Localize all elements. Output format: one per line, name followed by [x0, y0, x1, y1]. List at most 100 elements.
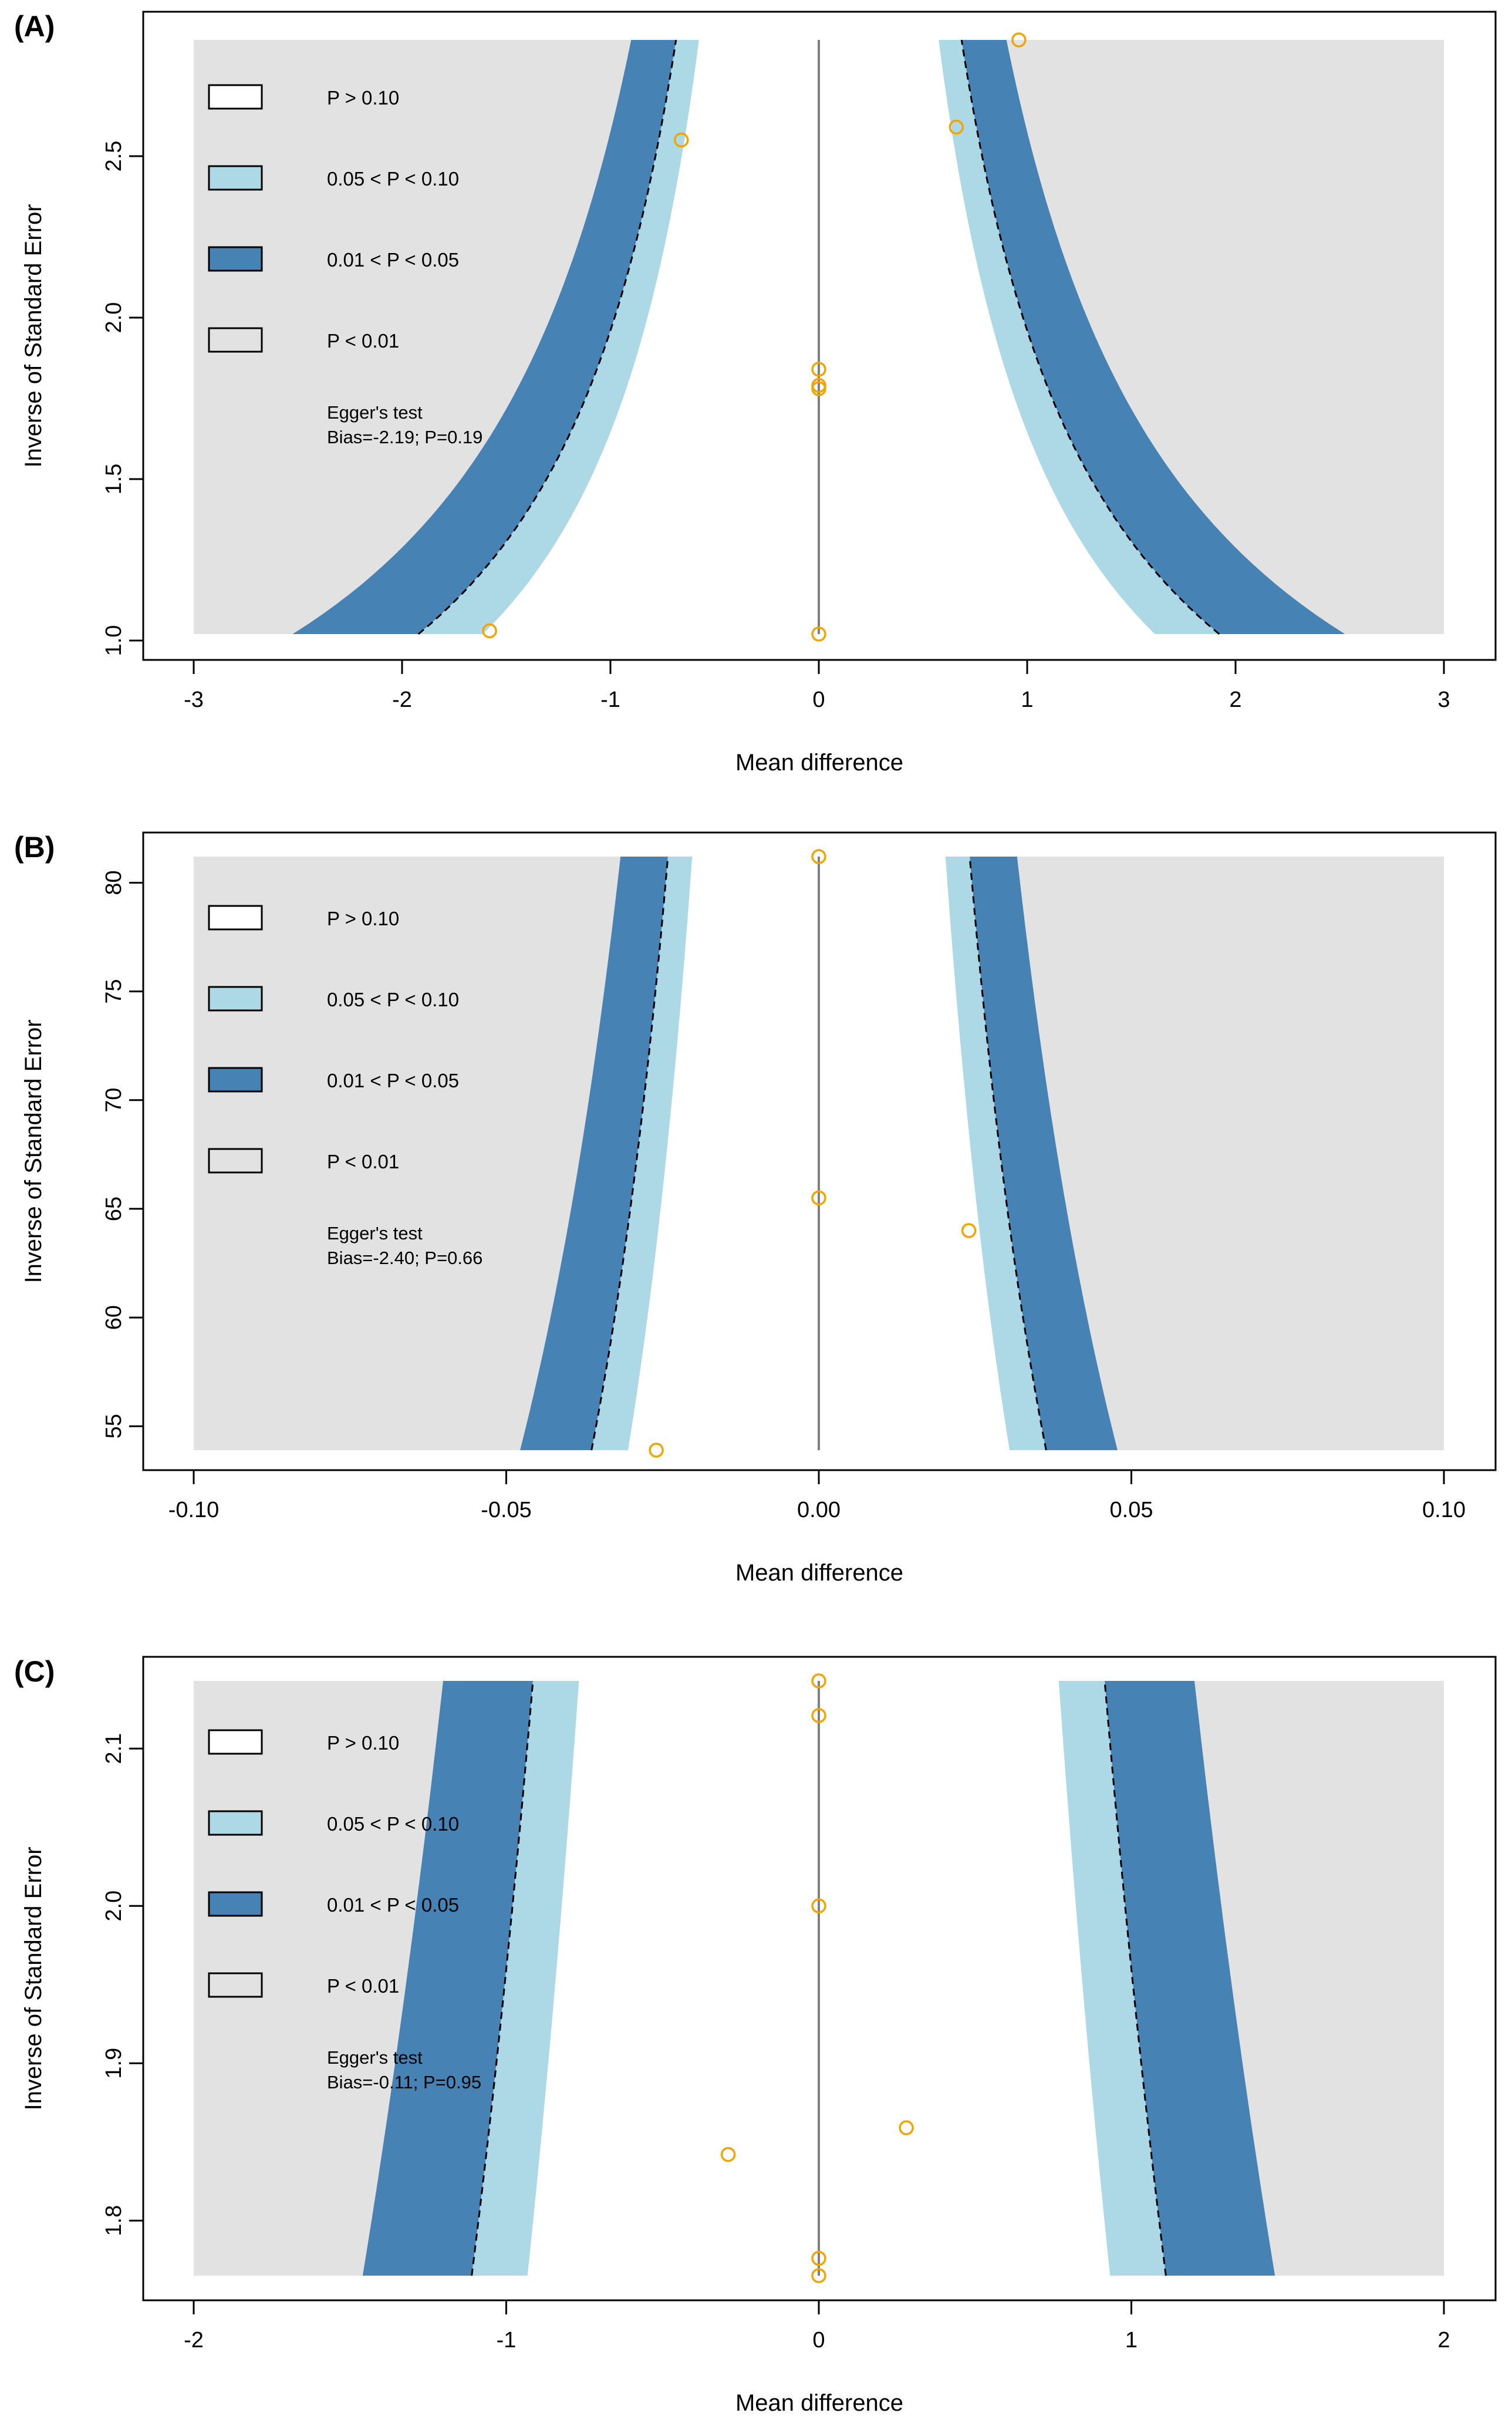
legend-swatch — [208, 1891, 263, 1917]
y-axis-title: Inverse of Standard Error — [21, 1019, 46, 1283]
y-tick-label: 80 — [102, 870, 126, 895]
y-tick-label: 70 — [102, 1088, 126, 1113]
dashed-95-line-left — [590, 856, 669, 1451]
x-tick-label: 0 — [812, 2328, 825, 2353]
legend-swatch — [208, 165, 263, 191]
dashed-95-line-left — [471, 1680, 534, 2276]
study-point — [811, 362, 826, 377]
y-axis-title: Inverse of Standard Error — [21, 1846, 46, 2110]
legend-label: P > 0.10 — [327, 908, 399, 929]
legend-swatch — [208, 327, 263, 353]
dashed-95-line-right — [960, 39, 1220, 635]
study-point — [811, 1190, 826, 1206]
dashed-95-line-left — [417, 39, 677, 635]
y-tick-label: 1.5 — [102, 464, 126, 495]
legend-label: 0.01 < P < 0.05 — [327, 1894, 459, 1916]
x-axis-title: Mean difference — [735, 750, 903, 776]
x-tick-label: -2 — [392, 688, 412, 712]
egger-annotation: Egger's test Bias=-2.19; P=0.19 — [327, 402, 482, 447]
y-tick-label: 1.8 — [102, 2205, 126, 2236]
y-tick-label: 65 — [102, 1197, 126, 1221]
x-tick-label: 0.00 — [797, 1498, 841, 1522]
contour-band-005-010-right — [1058, 1681, 1166, 2276]
contour-band-005-010-right — [945, 857, 1047, 1450]
legend-label: 0.01 < P < 0.05 — [327, 249, 459, 271]
egger-text-line: Egger's test — [327, 402, 423, 423]
legend-label: P > 0.10 — [327, 87, 399, 109]
legend-label: P > 0.10 — [327, 1732, 399, 1754]
legend-label: P < 0.01 — [327, 330, 399, 352]
study-point — [649, 1443, 664, 1458]
legend-swatch — [208, 905, 263, 931]
legend-swatch — [208, 1729, 263, 1755]
egger-text-line: Bias=-0.11; P=0.95 — [327, 2072, 481, 2092]
contour-band-001-005-right — [1105, 1681, 1275, 2276]
x-tick-label: 0.10 — [1422, 1498, 1466, 1522]
legend-swatch — [208, 1972, 263, 1998]
dashed-95-line-right — [968, 856, 1047, 1451]
x-tick-label: 3 — [1437, 688, 1450, 712]
x-tick-label: -0.10 — [168, 1498, 220, 1522]
contour-band-005-010-left — [591, 857, 693, 1450]
legend-label: 0.05 < P < 0.10 — [327, 1813, 459, 1835]
study-point — [811, 381, 826, 396]
y-axis-title: Inverse of Standard Error — [21, 204, 46, 467]
legend-swatch — [208, 1148, 263, 1174]
study-point — [899, 2120, 914, 2135]
panel-label: (C) — [14, 1655, 55, 1688]
study-point — [811, 1673, 826, 1689]
y-tick-label: 2.0 — [102, 302, 126, 333]
y-tick-label: 55 — [102, 1414, 126, 1438]
contour-band-001-005-right — [961, 40, 1345, 634]
study-point — [811, 1898, 826, 1913]
legend-swatch — [208, 1067, 263, 1093]
legend-label: 0.05 < P < 0.10 — [327, 989, 459, 1010]
legend-swatch — [208, 246, 263, 272]
x-tick-label: 1 — [1125, 2328, 1138, 2353]
y-tick-label: 1.0 — [102, 625, 126, 656]
contour-band-001-005-left — [292, 40, 676, 634]
x-tick-label: -2 — [184, 2328, 204, 2353]
x-tick-label: 2 — [1437, 2328, 1450, 2353]
x-tick-label: -3 — [184, 688, 204, 712]
y-tick-label: 75 — [102, 979, 126, 1003]
contour-band-005-010-right — [939, 40, 1220, 634]
legend-label: 0.01 < P < 0.05 — [327, 1070, 459, 1091]
study-point — [949, 119, 964, 135]
contour-band-001-005-right — [970, 857, 1118, 1450]
x-tick-label: 2 — [1229, 688, 1241, 712]
y-tick-label: 2.5 — [102, 141, 126, 172]
x-axis-title: Mean difference — [735, 2390, 903, 2416]
study-point — [482, 623, 497, 639]
panel-a: -3 -2 -1 0 1 2 3 1.0 1.5 2.0 2.5 Mean difference Inv… — [14, 10, 1497, 776]
egger-annotation: Egger's test Bias=-0.11; P=0.95 — [327, 2047, 481, 2092]
legend-label: 0.05 < P < 0.10 — [327, 168, 459, 190]
panel-label: (B) — [14, 831, 55, 864]
legend: P > 0.10 0.05 < P < 0.10 0.01 < P < 0.05 P … — [208, 84, 459, 353]
y-tick-label: 60 — [102, 1305, 126, 1330]
study-point — [720, 2146, 736, 2162]
contour-band-005-010-left — [471, 1681, 579, 2276]
panel-b: -0.10 -0.05 0.00 0.05 0.10 55 60 65 70 75 80 Mean d… — [14, 831, 1497, 1586]
study-point — [1011, 32, 1027, 48]
y-tick-label: 2.0 — [102, 1891, 126, 1922]
dashed-95-line-right — [1103, 1680, 1167, 2276]
x-tick-label: 0 — [812, 688, 825, 712]
study-point — [811, 849, 826, 864]
contour-band-005-010-left — [418, 40, 699, 634]
study-point — [811, 1708, 826, 1723]
study-point — [673, 132, 689, 148]
legend: P > 0.10 0.05 < P < 0.10 0.01 < P < 0.05 P … — [208, 905, 459, 1174]
x-tick-label: 0.05 — [1110, 1498, 1153, 1522]
x-axis-title: Mean difference — [735, 1560, 903, 1586]
study-point — [811, 2250, 826, 2266]
egger-annotation: Egger's test Bias=-2.40; P=0.66 — [327, 1223, 482, 1268]
y-tick-label: 2.1 — [102, 1733, 126, 1764]
legend-swatch — [208, 1810, 263, 1836]
y-tick-label: 1.9 — [102, 2048, 126, 2079]
panel-label: (A) — [14, 10, 55, 43]
legend-label: P < 0.01 — [327, 1151, 399, 1172]
egger-text-line: Egger's test — [327, 1223, 423, 1244]
panel-c: -2 -1 0 1 2 1.8 1.9 2.0 2.1 Mean difference Invers… — [14, 1655, 1497, 2416]
